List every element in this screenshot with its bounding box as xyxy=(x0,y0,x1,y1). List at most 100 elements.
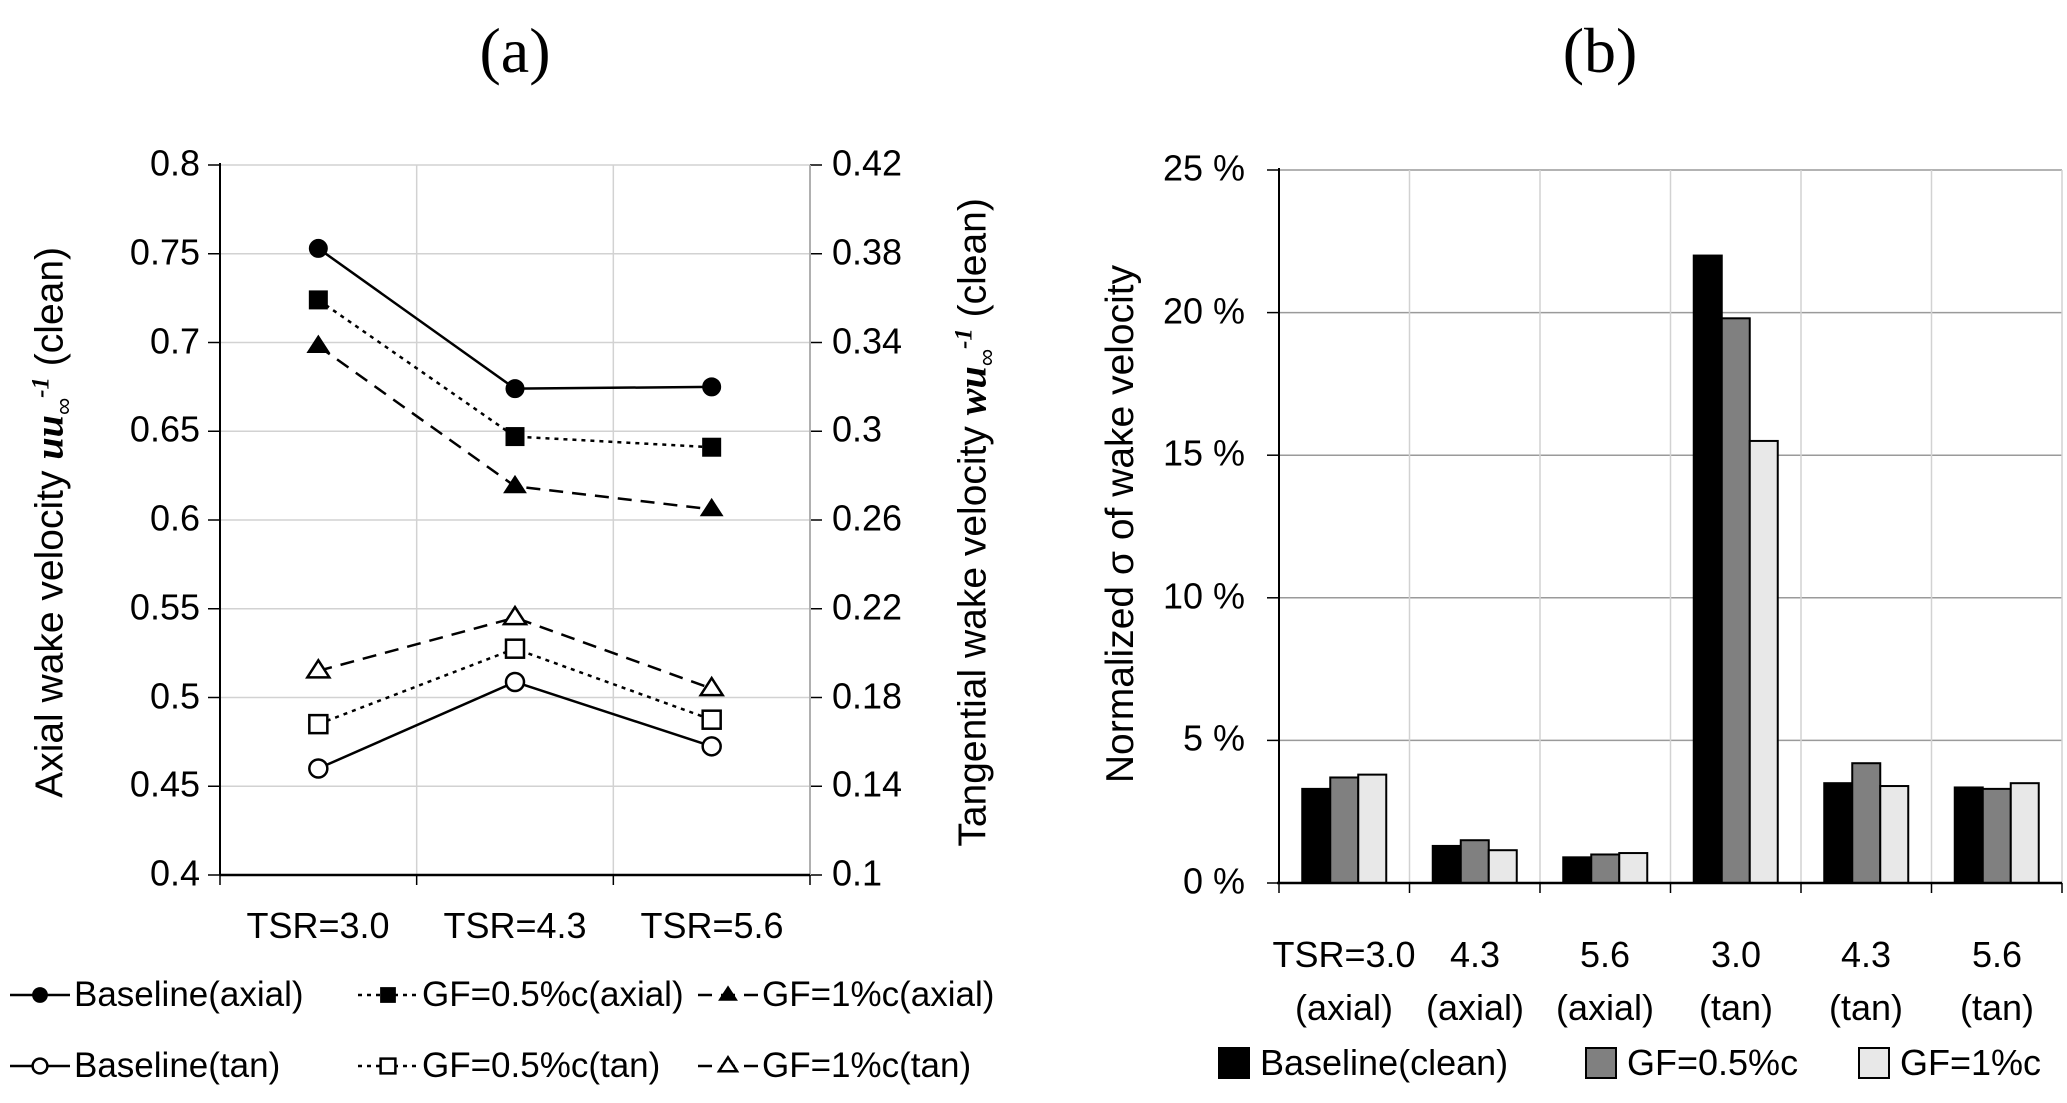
y-left-tick-label: 0.5 xyxy=(149,674,200,716)
series-marker xyxy=(702,437,722,457)
axis-title-text: Axial wake velocity xyxy=(28,459,72,798)
y-right-tick-label: 0.26 xyxy=(832,497,903,539)
legend-marker-baseline-axial xyxy=(8,981,74,1009)
y-left-tick-label: 0.55 xyxy=(129,586,200,628)
series-marker xyxy=(32,987,48,1003)
panel-a-right-axis-title: Tangential wake velocity wu∞-1 (clean) xyxy=(949,142,1002,902)
y-left-tick-label: 0.45 xyxy=(129,763,200,805)
y-tick-label: 25 % xyxy=(1162,147,1245,189)
bar xyxy=(1823,782,1854,884)
legend-label: GF=0.5%c(axial) xyxy=(422,975,684,1014)
legend-label: GF=0.5%c(tan) xyxy=(422,1046,661,1085)
series-line xyxy=(317,680,713,770)
x-tick-line1: 4.3 xyxy=(1840,934,1892,975)
bar xyxy=(1562,856,1593,884)
bar xyxy=(1618,852,1649,885)
legend-item: Baseline(clean) xyxy=(1218,1042,1508,1084)
y-tick-label: 0 % xyxy=(1182,860,1245,902)
y-right-tick-label: 0.38 xyxy=(832,231,903,273)
legend-marker-gf05-tan xyxy=(356,1052,422,1080)
series-marker xyxy=(702,377,722,397)
series-marker xyxy=(699,497,724,517)
bar xyxy=(1590,853,1621,884)
axis-title-sub: ∞ xyxy=(50,397,78,416)
legend-label: GF=1%c(axial) xyxy=(762,975,995,1014)
legend-label: GF=1%c(tan) xyxy=(762,1046,972,1085)
legend-swatch-gray xyxy=(1585,1047,1617,1079)
y-left-tick-label: 0.75 xyxy=(129,231,200,273)
legend-item: Baseline(tan) xyxy=(8,1046,280,1086)
series-marker xyxy=(305,658,332,679)
legend-item: GF=1%c xyxy=(1858,1042,2041,1084)
legend-label: GF=0.5%c xyxy=(1627,1042,1799,1083)
bar xyxy=(1851,762,1882,884)
series-marker xyxy=(505,427,525,447)
series-marker xyxy=(701,736,722,757)
y-left-tick-label: 0.8 xyxy=(149,142,200,184)
bar xyxy=(1301,787,1332,884)
bar xyxy=(1692,254,1723,884)
legend-label: GF=1%c xyxy=(1900,1042,2042,1083)
legend-marker-gf1-axial xyxy=(696,981,762,1009)
bar xyxy=(1981,787,2012,884)
panel-a-left-axis-title: Axial wake velocity uu∞-1 (clean) xyxy=(26,162,79,882)
axis-title-text: (clean) xyxy=(28,246,72,378)
legend-item: GF=0.5%c(axial) xyxy=(356,975,684,1015)
y-right-tick-label: 0.42 xyxy=(832,142,903,184)
panel-b-axis-title: Normalized σ of wake velocity xyxy=(1099,264,1142,784)
y-left-tick-label: 0.4 xyxy=(149,852,200,894)
series-marker xyxy=(31,1057,49,1075)
x-tick-line2: (axial) xyxy=(1425,987,1524,1028)
x-tick-label: TSR=3.0 (axial) xyxy=(1259,928,1429,1034)
x-tick-line2: (tan) xyxy=(1959,987,2035,1028)
series-marker xyxy=(716,1055,740,1073)
axis-title-sub: ∞ xyxy=(973,348,1001,367)
legend-marker-gf05-axial xyxy=(356,981,422,1009)
y-right-tick-label: 0.22 xyxy=(832,586,903,628)
y-right-tick-label: 0.18 xyxy=(832,674,903,716)
x-tick-line1: TSR=3.0 xyxy=(1272,934,1416,975)
legend-item: GF=1%c(axial) xyxy=(696,975,994,1015)
series-line xyxy=(317,298,712,449)
series-line xyxy=(317,247,712,390)
x-tick-line1: 4.3 xyxy=(1449,934,1501,975)
legend-item: GF=1%c(tan) xyxy=(696,1046,971,1086)
series-marker xyxy=(505,379,525,399)
bar xyxy=(1879,785,1910,884)
axis-title-math: wu xyxy=(949,366,995,416)
legend-marker-baseline-tan xyxy=(8,1052,74,1080)
axis-title-sup: -1 xyxy=(950,328,978,349)
series-marker xyxy=(379,1057,397,1075)
legend-swatch-lightgray xyxy=(1858,1047,1890,1079)
series-marker xyxy=(701,709,722,730)
square-open-legend-icon xyxy=(358,1057,418,1075)
square-filled-legend-icon xyxy=(358,987,418,1003)
x-tick-label: TSR=3.0 xyxy=(246,905,390,946)
axis-title-sup: -1 xyxy=(27,377,55,398)
bar xyxy=(1459,839,1490,884)
y-left-tick-label: 0.6 xyxy=(149,497,200,539)
series-marker xyxy=(380,987,396,1003)
axis-title-math: uu xyxy=(26,415,72,460)
x-tick-label: 3.0 (tan) xyxy=(1651,928,1821,1034)
y-tick-label: 5 % xyxy=(1182,717,1245,759)
bar xyxy=(1720,317,1751,884)
series-marker xyxy=(698,675,725,697)
bar xyxy=(2009,782,2040,884)
legend-label: Baseline(clean) xyxy=(1260,1042,1509,1083)
y-right-tick-label: 0.14 xyxy=(832,763,903,805)
panel-a-title: (a) xyxy=(479,15,551,86)
x-tick-line1: 3.0 xyxy=(1710,934,1762,975)
y-left-tick-label: 0.7 xyxy=(149,319,200,361)
x-tick-label: 5.6 (axial) xyxy=(1520,928,1690,1034)
x-tick-line2: (axial) xyxy=(1555,987,1654,1028)
series-marker xyxy=(308,758,329,779)
bar xyxy=(1487,849,1518,885)
series-marker xyxy=(308,713,329,735)
legend-item: GF=0.5%c xyxy=(1585,1042,1798,1084)
x-tick-line2: (tan) xyxy=(1698,987,1774,1028)
y-right-tick-label: 0.3 xyxy=(832,408,883,450)
series-marker xyxy=(718,985,738,1001)
y-tick-label: 15 % xyxy=(1162,432,1245,474)
x-tick-line2: (tan) xyxy=(1828,987,1904,1028)
